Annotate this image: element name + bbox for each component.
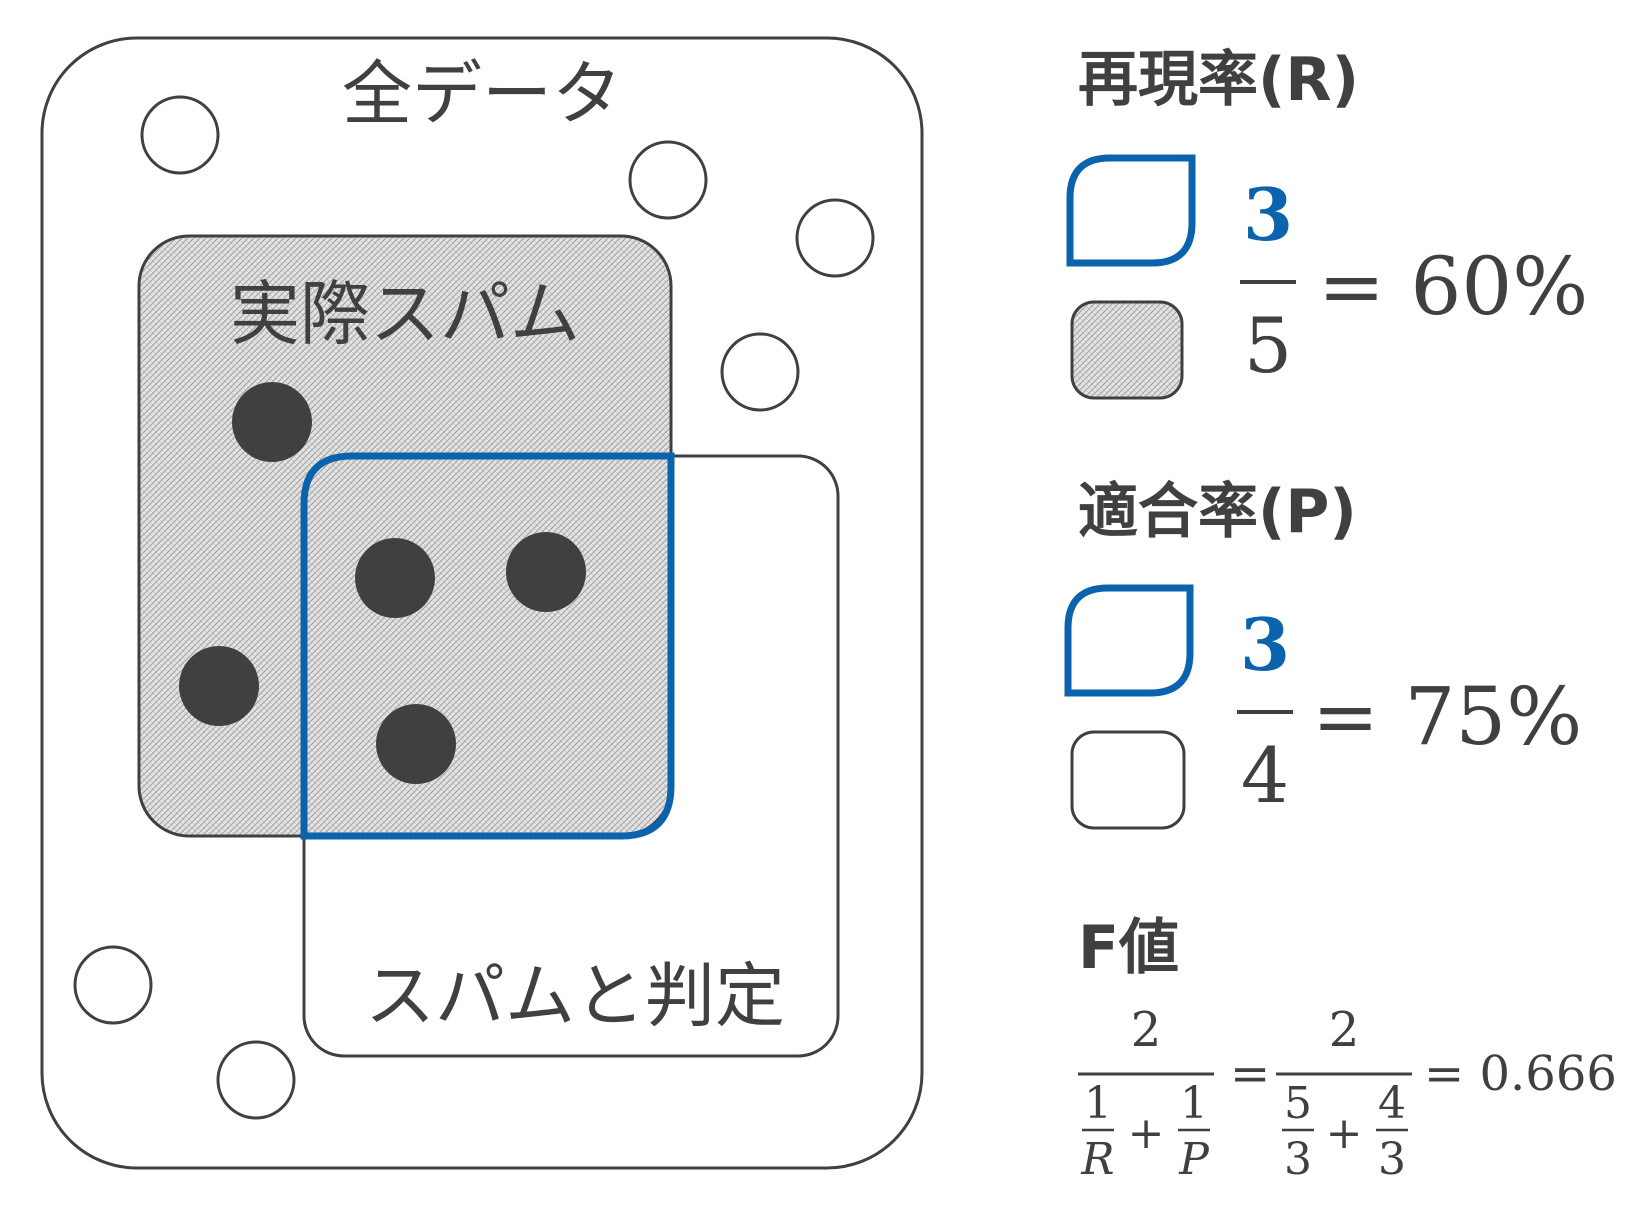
precision-numerator: 3 <box>1240 602 1290 687</box>
recall-numerator: 3 <box>1243 172 1293 257</box>
fscore-num1: 2 <box>1131 1002 1162 1058</box>
recall-denominator: 5 <box>1244 301 1292 390</box>
recall-legend-actual-spam-icon <box>1070 300 1184 400</box>
spam-dot <box>506 532 586 612</box>
fscore-four: 4 <box>1378 1078 1406 1129</box>
spam-dot <box>376 704 456 784</box>
non-spam-circle <box>140 95 220 175</box>
non-spam-circle <box>628 140 708 220</box>
fscore-one-a: 1 <box>1084 1078 1112 1129</box>
non-spam-circle <box>216 1040 296 1120</box>
non-spam-circle <box>73 945 153 1025</box>
recall-result: = 60% <box>1318 240 1588 333</box>
precision-title: 適合率(P) <box>1078 477 1357 547</box>
recall-legend-true-positive-icon <box>1066 154 1196 267</box>
fscore-P: P <box>1178 1134 1210 1185</box>
fscore-title: F値 <box>1078 913 1179 983</box>
precision-result: = 75% <box>1312 670 1582 763</box>
predicted-spam-label: スパムと判定 <box>365 955 785 1037</box>
spam-dots <box>179 382 586 784</box>
fscore-plus-a: + <box>1128 1108 1165 1159</box>
fscore-result: = 0.666 <box>1424 1046 1617 1102</box>
recall-title: 再現率(R) <box>1078 45 1359 115</box>
non-spam-circle <box>720 332 800 412</box>
spam-dot <box>232 382 312 462</box>
spam-dot <box>179 646 259 726</box>
precision-legend-true-positive-icon <box>1064 584 1194 697</box>
fscore-three-b: 3 <box>1378 1134 1406 1185</box>
spam-dot <box>355 538 435 618</box>
fscore-eq1: = <box>1230 1046 1270 1102</box>
fscore-num2: 2 <box>1329 1002 1360 1058</box>
fscore-three-a: 3 <box>1284 1134 1312 1185</box>
precision-legend-predicted-spam-icon <box>1070 730 1186 830</box>
fscore-plus-b: + <box>1326 1108 1363 1159</box>
true-positive-region <box>300 452 675 840</box>
actual-spam-label: 実際スパム <box>230 273 580 355</box>
non-spam-circle <box>795 198 875 278</box>
fscore-R: R <box>1080 1134 1114 1185</box>
precision-denominator: 4 <box>1241 731 1289 820</box>
all-data-label: 全データ <box>342 53 622 135</box>
fscore-one-b: 1 <box>1180 1078 1208 1129</box>
fscore-five: 5 <box>1284 1078 1312 1129</box>
